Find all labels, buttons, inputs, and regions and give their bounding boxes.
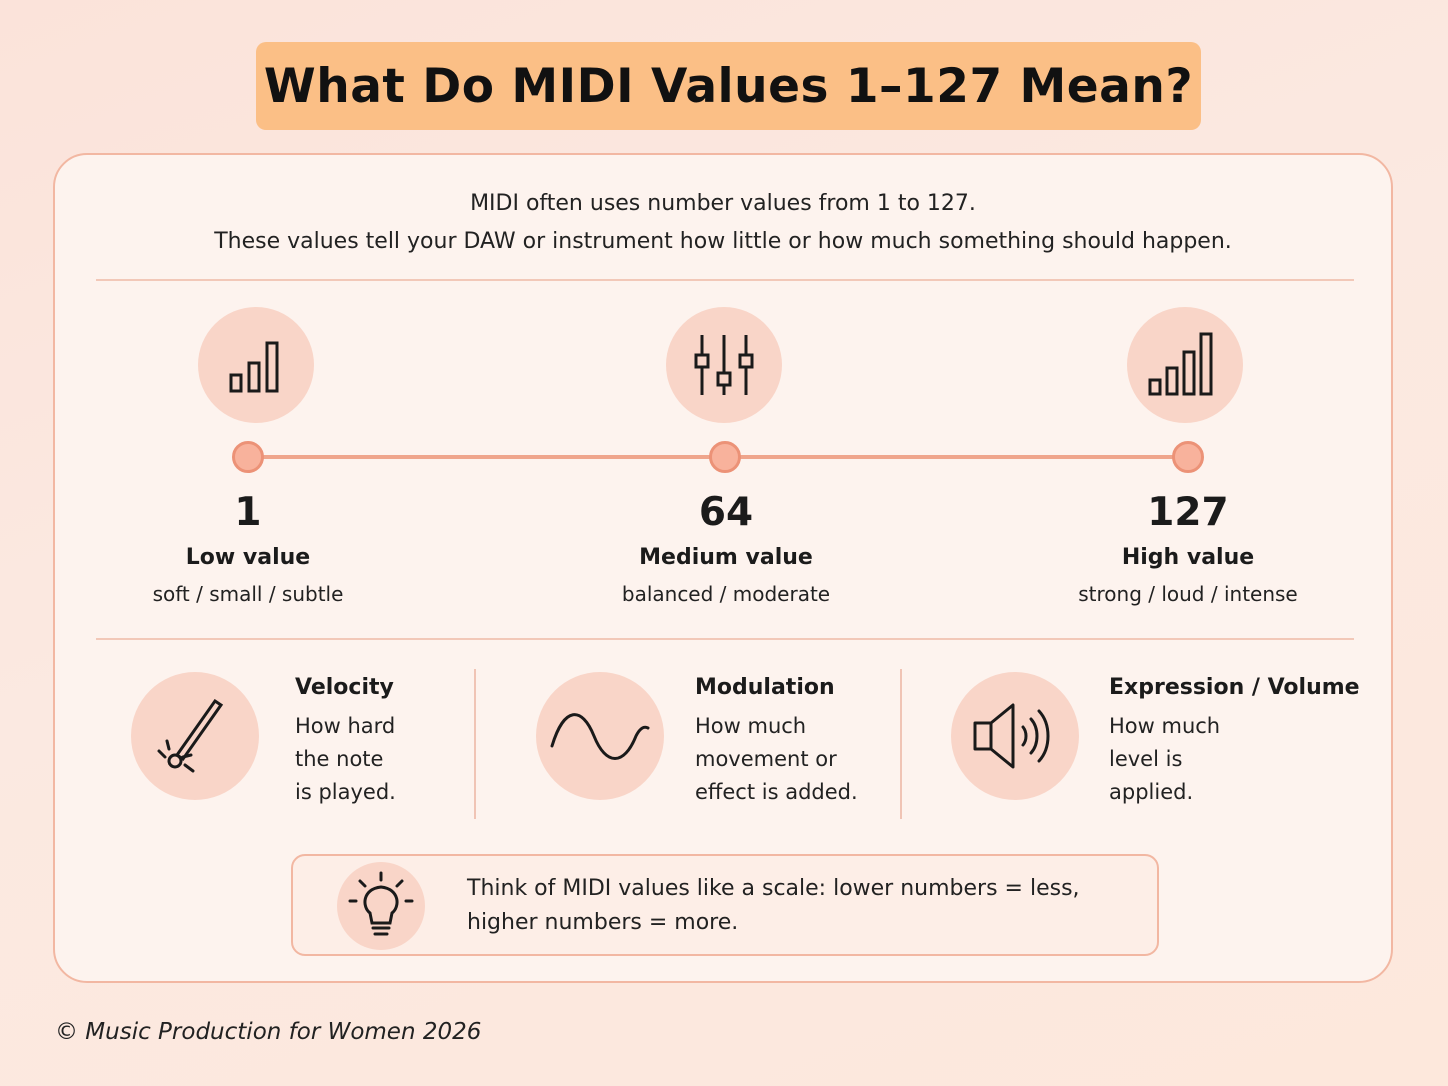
category-title: Modulation (695, 675, 835, 700)
category-separator (474, 669, 476, 819)
scale-description: strong / loud / intense (1078, 582, 1298, 606)
top-divider (96, 279, 1354, 281)
velocity-card: Velocity How hard the note is played. (295, 675, 396, 809)
scale-number: 1 (234, 490, 262, 535)
category-description: How hard the note is played. (295, 710, 396, 809)
speaker-icon (973, 703, 1050, 769)
scale-stop-medium: 64 Medium value balanced / moderate (566, 490, 886, 607)
page-title: What Do MIDI Values 1–127 Mean? (263, 58, 1194, 114)
high-value-icon-circle (1127, 307, 1243, 423)
description-line: the note (295, 747, 384, 771)
category-separator (900, 669, 902, 819)
bars-low-icon (229, 341, 279, 393)
description-line: How much (695, 714, 807, 738)
category-description: How much movement or effect is added. (695, 710, 858, 809)
intro-line-2: These values tell your DAW or instrument… (214, 229, 1232, 254)
scale-label: Medium value (639, 545, 813, 570)
expression-card: Expression / Volume How much level is ap… (1109, 675, 1360, 809)
scale-dot-low (232, 441, 264, 473)
scale-stop-low: 1 Low value soft / small / subtle (88, 490, 408, 607)
tip-line-2: higher numbers = more. (467, 910, 739, 935)
scale-number: 64 (698, 490, 754, 535)
tip-icon-circle (337, 862, 425, 950)
category-title: Velocity (295, 675, 394, 700)
description-line: movement or (695, 747, 837, 771)
scale-label: High value (1121, 545, 1255, 570)
description-line: is played. (295, 780, 396, 804)
description-line: effect is added. (695, 780, 858, 804)
intro-text: MIDI often uses number values from 1 to … (55, 185, 1391, 261)
bars-high-icon (1148, 332, 1213, 396)
description-line: How much (1109, 714, 1221, 738)
intro-line-1: MIDI often uses number values from 1 to … (470, 191, 976, 216)
medium-value-icon-circle (666, 307, 782, 423)
tip-text: Think of MIDI values like a scale: lower… (467, 872, 1080, 940)
expression-icon-circle (951, 672, 1079, 800)
category-title: Expression / Volume (1109, 675, 1360, 700)
description-line: level is (1109, 747, 1183, 771)
faders-icon (694, 335, 754, 395)
title-banner: What Do MIDI Values 1–127 Mean? (256, 42, 1201, 130)
lightbulb-icon (348, 871, 414, 936)
low-value-icon-circle (198, 307, 314, 423)
scale-description: balanced / moderate (621, 582, 831, 606)
modulation-card: Modulation How much movement or effect i… (695, 675, 858, 809)
scale-stop-high: 127 High value strong / loud / intense (1028, 490, 1348, 607)
description-line: applied. (1109, 780, 1194, 804)
tip-line-1: Think of MIDI values like a scale: lower… (467, 876, 1080, 901)
content-card: MIDI often uses number values from 1 to … (53, 153, 1393, 983)
footer-copyright: © Music Production for Women 2026 (55, 1019, 482, 1045)
scale-label: Low value (185, 545, 311, 570)
category-description: How much level is applied. (1109, 710, 1360, 809)
middle-divider (96, 638, 1354, 640)
drumstick-icon (157, 698, 224, 773)
modulation-icon-circle (536, 672, 664, 800)
velocity-icon-circle (131, 672, 259, 800)
scale-dot-medium (709, 441, 741, 473)
scale-description: soft / small / subtle (152, 582, 344, 606)
scale-number: 127 (1147, 490, 1229, 535)
tip-box: Think of MIDI values like a scale: lower… (291, 854, 1159, 956)
sine-wave-icon (550, 713, 650, 760)
description-line: How hard (295, 714, 396, 738)
scale-dot-high (1172, 441, 1204, 473)
